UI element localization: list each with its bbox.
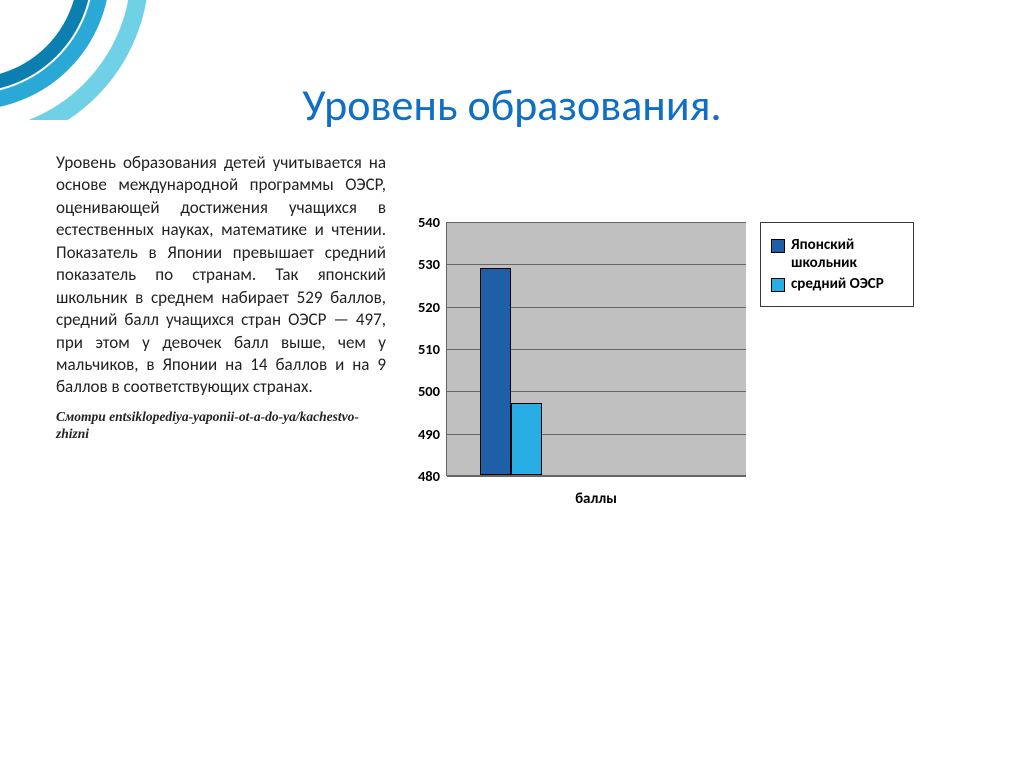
x-axis-label: баллы [446,490,746,508]
legend-label: Японский школьник [791,236,901,272]
y-tick-label: 490 [418,425,440,443]
y-axis: 480490500510520530540 [406,222,446,476]
chart-wrapper: 480490500510520530540 баллы Японский шко… [406,222,914,508]
gridline [447,264,746,265]
y-tick-label: 520 [418,298,440,316]
y-tick-label: 530 [418,255,440,273]
chart-bar [511,403,542,475]
y-tick-label: 480 [418,467,440,485]
footnote: Смотри entsiklopediya-yaponii-ot-a-do-ya… [56,409,386,443]
content-row: Уровень образования детей учитывается на… [0,152,1024,508]
body-paragraph: Уровень образования детей учитывается на… [56,152,386,399]
chart-column: 480490500510520530540 баллы Японский шко… [406,152,988,508]
chart-bar [480,268,511,475]
legend-label: средний ОЭСР [791,275,884,293]
text-column: Уровень образования детей учитывается на… [56,152,386,508]
plot-area [446,222,746,476]
y-tick-label: 500 [418,382,440,400]
chart-legend: Японский школьник средний ОЭСР [760,222,914,307]
slide-title: Уровень образования. [0,0,1024,152]
y-tick-label: 540 [418,213,440,231]
gridline [447,476,746,477]
y-tick-label: 510 [418,340,440,358]
gridline [447,222,746,223]
legend-swatch [771,239,785,253]
chart-body: 480490500510520530540 баллы [446,222,746,508]
legend-swatch [771,278,785,292]
legend-item: средний ОЭСР [771,275,901,293]
legend-item: Японский школьник [771,236,901,272]
